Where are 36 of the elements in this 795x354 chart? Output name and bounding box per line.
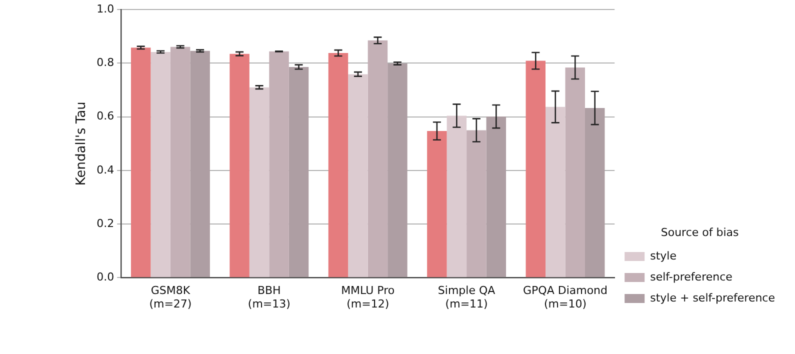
- bar: [170, 46, 190, 278]
- bar: [328, 53, 348, 278]
- bar: [565, 67, 585, 278]
- x-tick-label: GPQA Diamond (m=10): [523, 284, 608, 310]
- y-tick-label: 0.0: [96, 270, 114, 284]
- bar: [230, 54, 250, 278]
- bar: [269, 51, 289, 278]
- legend-label: style: [650, 249, 677, 262]
- x-tick-label: BBH (m=13): [248, 284, 290, 310]
- legend-label: self-preference: [650, 270, 733, 284]
- bar: [446, 116, 467, 278]
- bar: [348, 74, 368, 278]
- x-tick-label: MMLU Pro (m=12): [341, 284, 395, 310]
- bar: [388, 63, 408, 278]
- y-tick-label: 0.4: [96, 163, 114, 176]
- y-tick-label: 0.6: [96, 110, 114, 123]
- bar: [585, 108, 605, 278]
- x-tick-label: GSM8K (m=27): [149, 284, 192, 310]
- bar: [288, 66, 309, 278]
- x-tick-label: Simple QA (m=11): [438, 284, 496, 310]
- bar: [190, 50, 210, 278]
- bar: [466, 130, 486, 278]
- legend-title: Source of bias: [660, 226, 740, 240]
- bar: [526, 60, 546, 278]
- bar: [546, 106, 566, 278]
- bar: [368, 40, 388, 278]
- bar: [249, 87, 270, 278]
- bar: [150, 52, 170, 278]
- bar: [130, 48, 151, 278]
- y-axis-title: Kendall's Tau: [74, 102, 90, 186]
- legend-label: style + self-preference: [650, 291, 776, 304]
- y-tick-label: 0.8: [96, 56, 114, 70]
- y-tick-label: 1.0: [96, 2, 114, 16]
- bar: [427, 131, 447, 278]
- y-tick-label: 0.2: [96, 216, 114, 230]
- bar: [486, 116, 506, 278]
